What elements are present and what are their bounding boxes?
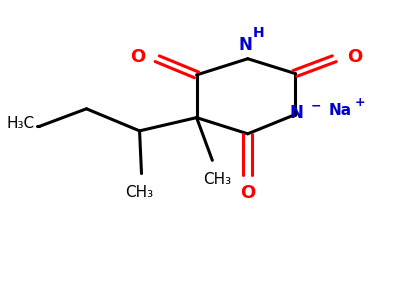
Text: −: − [311, 99, 321, 112]
Text: CH₃: CH₃ [203, 172, 231, 187]
Text: O: O [240, 184, 255, 202]
Text: O: O [130, 48, 145, 66]
Text: O: O [347, 48, 362, 66]
Text: N: N [239, 36, 253, 54]
Text: Na: Na [329, 103, 352, 118]
Text: H₃C: H₃C [6, 116, 34, 131]
Text: CH₃: CH₃ [126, 185, 154, 200]
Text: H: H [253, 26, 264, 40]
Text: +: + [354, 96, 365, 110]
Text: N: N [290, 104, 304, 122]
